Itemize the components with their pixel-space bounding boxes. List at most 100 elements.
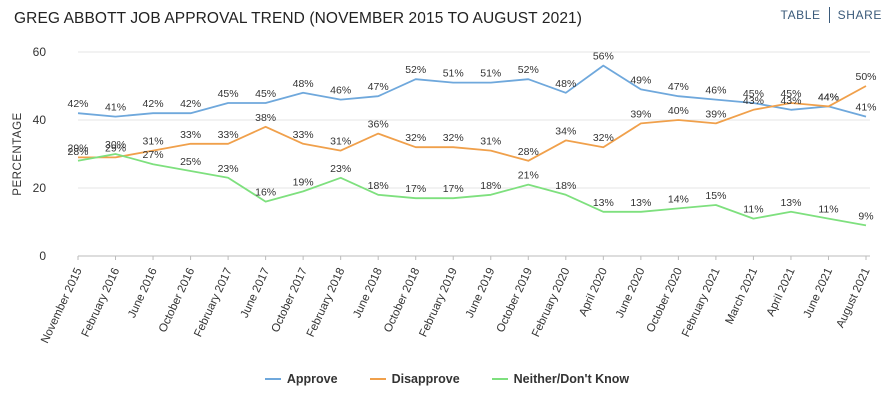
- data-label: 48%: [293, 78, 314, 90]
- data-label: 33%: [293, 129, 314, 141]
- data-label: 46%: [705, 85, 726, 97]
- data-label: 40%: [668, 105, 689, 117]
- data-label: 11%: [743, 204, 763, 216]
- data-label: 43%: [743, 95, 764, 107]
- legend-label: Disapprove: [391, 372, 460, 386]
- data-label: 27%: [143, 149, 164, 161]
- x-tick-label: February 2017: [192, 266, 234, 339]
- x-tick-label: February 2020: [530, 266, 572, 339]
- data-label: 31%: [480, 136, 501, 148]
- data-label: 49%: [630, 74, 651, 86]
- data-label: 39%: [705, 108, 726, 120]
- data-label: 17%: [443, 183, 464, 195]
- data-label: 51%: [443, 68, 464, 80]
- x-tick-label: October 2020: [645, 266, 685, 334]
- legend-swatch: [369, 378, 386, 380]
- y-tick-label: 20: [33, 181, 47, 195]
- data-label: 42%: [67, 98, 88, 110]
- legend-item[interactable]: Approve: [264, 372, 338, 386]
- data-label: 23%: [330, 163, 351, 175]
- series-line-disapprove: [78, 85, 867, 162]
- x-tick-label: April 2020: [577, 266, 610, 318]
- series-line-approve: [77, 64, 867, 118]
- x-tick-label: June 2020: [614, 266, 648, 320]
- data-label: 9%: [858, 210, 873, 222]
- data-label: 42%: [180, 98, 201, 110]
- x-tick-label: February 2016: [80, 266, 122, 339]
- data-label: 47%: [668, 81, 689, 93]
- y-tick-label: 60: [33, 45, 47, 59]
- legend-label: Approve: [286, 372, 338, 386]
- data-label: 13%: [780, 197, 801, 209]
- data-label: 14%: [668, 193, 689, 205]
- data-label: 16%: [255, 187, 276, 199]
- x-tick-label: October 2019: [495, 266, 535, 334]
- data-label: 50%: [855, 71, 876, 83]
- data-label: 34%: [555, 125, 576, 137]
- data-label: 31%: [330, 136, 351, 148]
- y-tick-label: 0: [39, 249, 46, 263]
- data-label: 41%: [855, 102, 876, 114]
- series-line-neither-don-t-know: [77, 153, 867, 227]
- data-label: 29%: [67, 142, 88, 154]
- data-label: 46%: [330, 85, 351, 97]
- legend-swatch: [264, 378, 281, 380]
- actions-divider: [828, 7, 830, 23]
- data-label: 45%: [255, 88, 276, 100]
- data-label: 52%: [518, 64, 539, 76]
- data-label: 29%: [105, 142, 126, 154]
- data-label: 13%: [630, 197, 651, 209]
- x-tick-label: June 2018: [351, 266, 385, 320]
- data-label: 51%: [480, 68, 501, 80]
- data-label: 39%: [630, 108, 651, 120]
- data-label: 44%: [818, 91, 839, 103]
- x-tick-label: October 2016: [157, 266, 197, 334]
- legend-item[interactable]: Neither/Don't Know: [491, 372, 629, 386]
- x-tick-label: April 2021: [765, 266, 798, 318]
- data-label: 44%: [818, 91, 839, 103]
- legend-swatch: [491, 378, 508, 380]
- x-tick-label: August 2021: [835, 266, 873, 330]
- legend-item[interactable]: Disapprove: [369, 372, 460, 386]
- share-button[interactable]: SHARE: [837, 8, 882, 22]
- data-label: 18%: [368, 180, 389, 192]
- data-label: 36%: [368, 119, 389, 131]
- y-tick-label: 40: [33, 113, 47, 127]
- data-label: 23%: [218, 163, 239, 175]
- x-tick-label: February 2019: [417, 266, 459, 339]
- data-label: 28%: [518, 146, 539, 158]
- data-label: 18%: [555, 180, 576, 192]
- data-label: 30%: [105, 139, 126, 151]
- x-tick-label: October 2018: [382, 266, 422, 334]
- data-label: 43%: [780, 95, 801, 107]
- data-label: 28%: [67, 146, 88, 158]
- data-label: 48%: [555, 78, 576, 90]
- data-label: 52%: [405, 64, 426, 76]
- data-label: 25%: [180, 156, 201, 168]
- data-label: 56%: [593, 51, 614, 63]
- x-tick-label: June 2019: [464, 266, 498, 320]
- data-label: 19%: [293, 176, 314, 188]
- data-label: 21%: [518, 170, 539, 182]
- x-tick-label: February 2021: [680, 266, 722, 339]
- data-label: 32%: [593, 132, 614, 144]
- data-label: 11%: [818, 204, 838, 216]
- table-button[interactable]: TABLE: [780, 8, 821, 22]
- data-label: 32%: [405, 132, 426, 144]
- x-tick-label: March 2021: [724, 266, 761, 326]
- data-label: 45%: [218, 88, 239, 100]
- x-tick-label: June 2016: [126, 266, 160, 320]
- chart-actions: TABLE SHARE: [781, 7, 882, 23]
- x-tick-label: February 2018: [305, 266, 347, 339]
- data-label: 41%: [105, 102, 126, 114]
- x-tick-label: June 2017: [239, 266, 273, 320]
- data-label: 13%: [593, 197, 614, 209]
- data-label: 47%: [368, 81, 389, 93]
- data-label: 45%: [743, 88, 764, 100]
- x-tick-label: November 2015: [39, 266, 84, 345]
- data-label: 31%: [143, 136, 164, 148]
- x-tick-label: October 2017: [270, 266, 310, 334]
- data-label: 17%: [405, 183, 426, 195]
- data-label: 32%: [443, 132, 464, 144]
